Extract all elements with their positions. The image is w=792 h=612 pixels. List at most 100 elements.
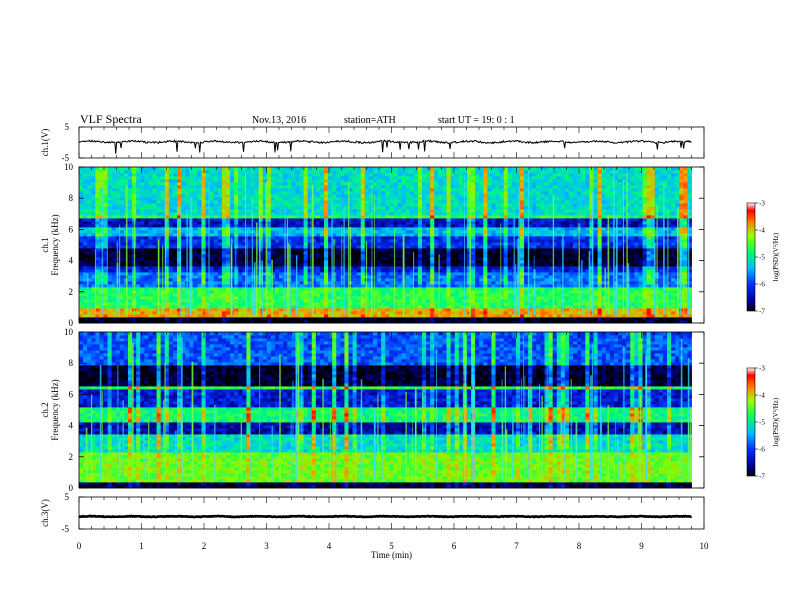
ch1-spectrogram-cell [205,308,211,312]
ch1-spectrogram-cell [291,248,296,252]
ch1-spectrogram-cell [683,272,688,276]
ch1-spectrogram-cell [324,308,329,312]
ch1-spectrogram-cell [487,269,492,273]
ch1-spectrogram-cell [181,278,186,282]
ch1-spectrogram-cell [658,305,664,309]
ch1-spectrogram-cell [270,281,276,285]
ch1-spectrogram-cell [356,278,362,282]
ch1-spectrogram-cell [328,257,333,261]
ch1-spectrogram-cell [536,308,541,312]
ch1-spectrogram-cell [140,287,145,291]
ch1-spectrogram-cell [136,233,141,237]
ch1-spectrogram-cell [107,254,113,258]
ch1-spectrogram-cell [144,269,149,273]
ch1-spectrogram-cell [589,296,594,300]
ch1-spectrogram-cell [601,278,607,282]
ch1-spectrogram-cell [311,260,317,264]
ch1-spectrogram-cell [177,305,182,309]
ch1-spectrogram-cell [409,278,415,282]
ch1-spectrogram-cell [450,314,456,318]
ch1-spectrogram-cell [177,233,182,237]
ch1-spectrogram-cell [381,272,386,276]
ch1-spectrogram-cell [556,290,562,294]
ch1-spectrogram-cell [258,314,264,318]
ch1-spectrogram-cell [262,281,268,285]
ch1-spectrogram-cell [671,302,676,306]
ch1-spectrogram-cell [234,257,239,261]
ch1-spectrogram-cell [675,317,680,321]
ch1-spectrogram-cell [328,287,333,291]
ch1-spectrogram-cell [262,308,268,312]
ch1-spectrogram-cell [683,320,688,324]
ch1-spectrogram-cell [91,248,96,252]
ch1-spectrogram-cell [426,284,431,288]
ch1-spectrogram-cell [352,266,358,270]
ch1-spectrogram-cell [83,299,88,303]
ch1-spectrogram-cell [209,257,215,261]
ch1-spectrogram-cell [479,251,484,255]
ch1-spectrogram-cell [136,281,141,285]
ch1-spectrogram-cell [487,299,492,303]
ch1-spectrogram-cell [87,302,92,306]
ch1-spectrogram-cell [123,320,129,324]
ch1-spectrogram-cell [454,290,460,294]
ch1-spectrogram-cell [373,233,378,237]
ch1-spectrogram-cell [450,239,456,243]
ch1-spectrogram-cell [434,305,439,309]
ch1-spectrogram-cell [422,296,427,300]
ch1-spectrogram-cell [524,266,529,270]
ch1-spectrogram-cell [642,311,647,315]
ch1-spectrogram-cell [381,263,386,267]
ch1-spectrogram-cell [119,290,125,294]
ch1-spectrogram-cell [336,233,341,237]
ch1-spectrogram-cell [266,251,272,255]
ch1-spectrogram-cell [368,257,374,261]
ch1-spectrogram-cell [479,290,484,294]
ch1-spectrogram-cell [462,311,468,315]
ch1-spectrogram-cell [585,269,590,273]
ch1-spectrogram-cell [295,302,300,306]
ch1-spectrogram-cell [385,254,390,258]
ch1-spectrogram-cell [279,248,284,252]
ch1-spectrogram-cell [634,299,639,303]
ch1-spectrogram-cell [409,314,415,318]
ch1-spectrogram-cell [683,257,688,261]
ch1-spectrogram-cell [658,308,664,312]
ch1-spectrogram-cell [226,293,231,297]
ch1-spectrogram-cell [352,254,358,258]
ch1-spectrogram-cell [687,287,692,291]
ch1-spectrogram-cell [597,266,603,270]
ch1-spectrogram-cell [332,320,337,324]
ch1-spectrogram-cell [242,266,247,270]
ch1-spectrogram-cell [589,236,594,240]
ch1-spectrogram-cell [466,239,472,243]
ch1-spectrogram-cell [144,320,149,324]
ch1-spectrogram-cell [377,293,382,297]
ch1-spectrogram-cell [609,296,615,300]
ch1-spectrogram-cell [340,272,345,276]
ch1-spectrogram-cell [152,290,157,294]
ch1-spectrogram-cell [83,251,88,255]
ch1-spectrogram-cell [479,278,484,282]
ch1-spectrogram-cell [87,260,92,264]
ch1-spectrogram-cell [471,245,476,249]
ch1-spectrogram-cell [291,320,296,324]
ch1-spectrogram-cell [307,269,313,273]
ch1-spectrogram-cell [377,314,382,318]
ch1-spectrogram-cell [573,227,578,231]
ch1-spectrogram-cell [177,230,182,234]
ch1-spectrogram-cell [503,296,509,300]
ch1-spectrogram-cell [279,311,284,315]
ch1-spectrogram-cell [291,281,296,285]
ch1-spectrogram-cell [446,251,451,255]
ch1-spectrogram-cell [242,251,247,255]
ch1-spectrogram-cell [377,266,382,270]
ch1-spectrogram-cell [434,308,439,312]
ch1-spectrogram-cell [381,224,386,228]
ch1-spectrogram-cell [658,287,664,291]
ch1-spectrogram-cell [95,311,100,315]
ch1-spectrogram-cell [422,269,427,273]
ch1-spectrogram-cell [605,317,611,321]
ch1-spectrogram-cell [344,224,349,228]
ch1-spectrogram-cell [307,263,313,267]
